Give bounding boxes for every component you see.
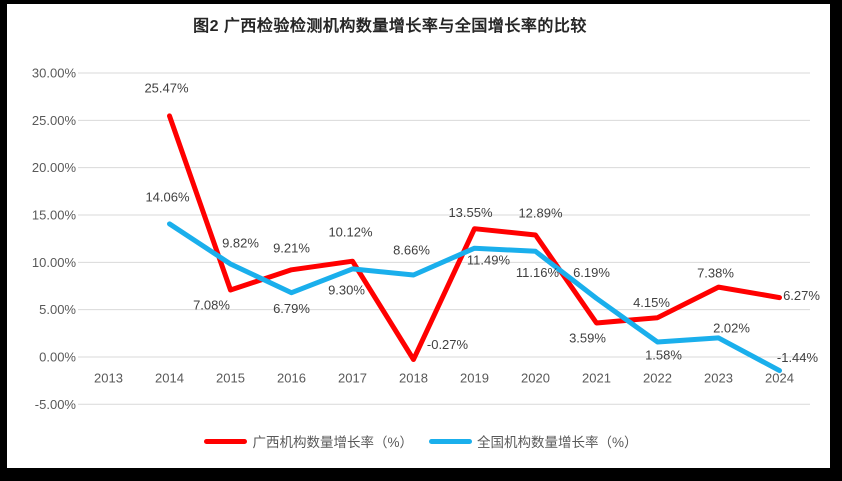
y-axis-tick-label: 5.00% — [39, 302, 76, 317]
data-label-national-2019: 11.49% — [467, 253, 511, 268]
x-axis-tick-label: 2016 — [277, 371, 306, 386]
y-axis-tick-label: 30.00% — [32, 66, 77, 81]
legend-swatch-guangxi-red-line — [204, 438, 248, 444]
data-label-national-2016: 6.79% — [273, 301, 310, 316]
legend-label-national: 全国机构数量增长率（%） — [477, 435, 638, 450]
y-axis-tick-label: -5.00% — [35, 397, 77, 412]
chart-title: 图2 广西检验检测机构数量增长率与全国增长率的比较 — [193, 18, 587, 35]
legend-label-guangxi: 广西机构数量增长率（%） — [252, 435, 413, 450]
legend-item-national: 全国机构数量增长率（%） — [429, 431, 638, 451]
data-label-guangxi-2021: 3.59% — [569, 330, 606, 345]
data-label-national-2023: 2.02% — [713, 320, 750, 335]
data-label-national-2014: 14.06% — [145, 189, 190, 204]
data-label-national-2018: 8.66% — [393, 242, 430, 257]
y-axis-tick-label: 0.00% — [39, 349, 76, 364]
data-label-national-2021: 6.19% — [573, 265, 610, 280]
x-axis-tick-label: 2015 — [216, 371, 245, 386]
frame-border-left — [0, 0, 7, 481]
data-label-guangxi-2017: 10.12% — [328, 225, 373, 240]
data-label-guangxi-2020: 12.89% — [518, 205, 563, 220]
y-axis-tick-label: 10.00% — [32, 255, 77, 270]
x-axis-tick-label: 2022 — [643, 371, 672, 386]
chart-legend: 广西机构数量增长率（%） 全国机构数量增长率（%） — [0, 431, 842, 451]
data-label-guangxi-2018: -0.27% — [427, 337, 469, 352]
data-label-national-2015: 9.82% — [222, 236, 259, 251]
x-axis-tick-label: 2023 — [704, 371, 733, 386]
frame-border-top — [0, 0, 842, 4]
y-axis-tick-label: 20.00% — [32, 160, 77, 175]
series-line-national — [167, 221, 782, 374]
series-line-guangxi — [167, 113, 782, 362]
x-axis-tick-label: 2018 — [399, 371, 428, 386]
x-axis-tick-label: 2020 — [521, 371, 550, 386]
frame-border-right — [830, 0, 842, 481]
x-axis-tick-label: 2017 — [338, 371, 367, 386]
data-label-national-2020: 11.16% — [516, 265, 560, 280]
data-label-guangxi-2014: 25.47% — [144, 80, 189, 95]
data-label-guangxi-2022: 4.15% — [633, 295, 670, 310]
data-label-guangxi-2023: 7.38% — [697, 266, 734, 281]
frame-border-bottom — [0, 468, 842, 481]
data-label-guangxi-2015: 7.08% — [193, 297, 230, 312]
x-axis-tick-label: 2014 — [155, 371, 184, 386]
data-label-guangxi-2016: 9.21% — [273, 240, 310, 255]
legend-item-guangxi: 广西机构数量增长率（%） — [204, 431, 413, 451]
data-label-guangxi-2024: 6.27% — [783, 288, 820, 303]
data-label-guangxi-2019: 13.55% — [448, 205, 493, 220]
x-axis-tick-label: 2024 — [765, 371, 794, 386]
y-axis-tick-label: 25.00% — [32, 113, 77, 128]
x-axis-tick-label: 2019 — [460, 371, 489, 386]
x-axis-tick-label: 2021 — [582, 371, 611, 386]
data-label-national-2022: 1.58% — [645, 348, 682, 363]
data-label-national-2017: 9.30% — [328, 282, 365, 297]
data-label-national-2024: -1.44% — [777, 350, 819, 365]
legend-swatch-national-blue-line — [429, 438, 472, 444]
x-axis-tick-label: 2013 — [94, 371, 123, 386]
y-axis-tick-label: 15.00% — [32, 207, 77, 222]
